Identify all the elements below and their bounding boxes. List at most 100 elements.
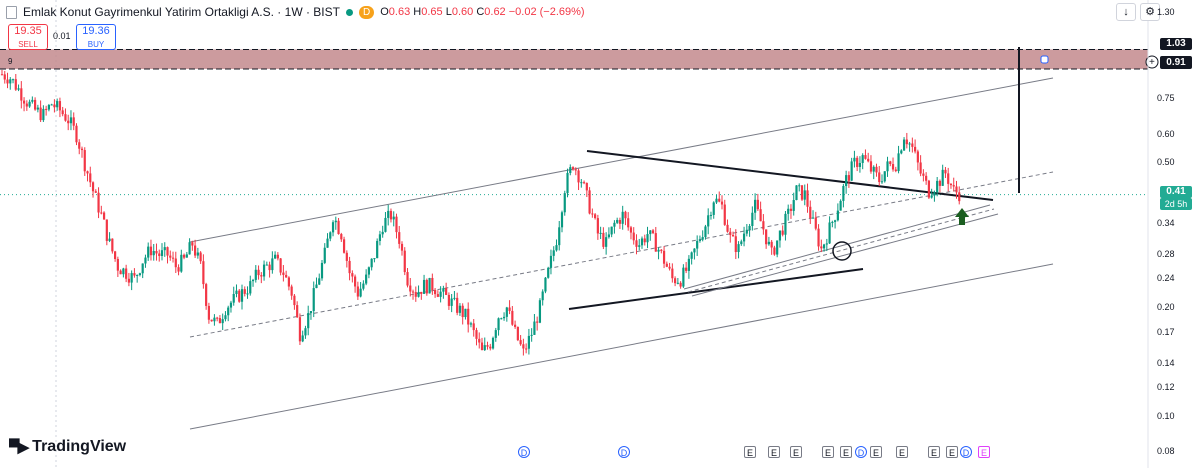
buy-button[interactable]: 19.36 BUY: [76, 24, 116, 50]
candle-body: [814, 217, 817, 229]
candle-body: [571, 167, 575, 170]
earnings-event-icon[interactable]: E: [870, 446, 882, 458]
candle-body: [676, 282, 679, 284]
earnings-event-icon[interactable]: E: [822, 446, 834, 458]
zone-rect: [0, 49, 1148, 69]
candle-body: [202, 261, 205, 285]
candle-body: [654, 233, 657, 252]
candle-body: [136, 274, 139, 276]
candle-body: [798, 185, 801, 187]
candle-body: [149, 246, 153, 256]
candle-body: [114, 251, 117, 259]
candle-body: [781, 230, 784, 235]
candle-body: [745, 229, 748, 234]
dividend-event-icon[interactable]: D: [518, 446, 530, 458]
chart-annotations: +: [832, 55, 1159, 261]
candle-body: [698, 239, 702, 241]
candle-body: [674, 278, 677, 284]
candle-body: [685, 267, 688, 271]
candle-body: [0, 74, 4, 76]
candle-body: [3, 74, 6, 80]
candle-body: [839, 200, 842, 211]
price-tick-label: 0.28: [1157, 248, 1175, 259]
candle-body: [527, 335, 530, 349]
candle-body: [318, 278, 321, 285]
earnings-event-icon[interactable]: E: [978, 446, 990, 458]
symbol-icon: [6, 5, 17, 19]
candle-body: [618, 219, 622, 224]
earnings-event-icon[interactable]: E: [744, 446, 756, 458]
candle-body: [525, 348, 528, 350]
candle-body: [800, 185, 804, 200]
candle-body: [687, 258, 690, 271]
candle-body: [720, 201, 724, 205]
scroll-down-button[interactable]: ↓: [1116, 3, 1136, 21]
candle-body: [902, 139, 906, 151]
dividend-event-icon[interactable]: D: [855, 446, 867, 458]
tradingview-logo[interactable]: ▀▶ TradingView: [9, 438, 126, 456]
candle-body: [883, 171, 886, 182]
candle-body: [199, 252, 202, 262]
candle-body: [439, 291, 442, 297]
logo-text: TradingView: [32, 438, 127, 455]
candle-body: [152, 250, 155, 256]
candle-body: [144, 257, 147, 264]
candle-body: [342, 239, 346, 253]
candle-body: [422, 279, 426, 294]
candle-body: [249, 281, 252, 294]
candle-body: [469, 323, 473, 325]
candle-body: [894, 169, 897, 172]
candle-body: [472, 323, 475, 331]
candle-body: [224, 315, 227, 320]
candle-body: [158, 253, 161, 256]
candle-body: [599, 232, 602, 234]
candle-body: [227, 307, 230, 316]
trend-lines: [189, 47, 1054, 430]
dividend-event-icon[interactable]: D: [960, 446, 972, 458]
candle-body: [861, 155, 864, 163]
channel-upper: [189, 77, 1054, 243]
earnings-event-icon[interactable]: E: [928, 446, 940, 458]
candle-body: [160, 250, 164, 256]
symbol-title[interactable]: Emlak Konut Gayrimenkul Yatirim Ortaklig…: [23, 5, 340, 19]
candle-body: [864, 155, 867, 159]
gear-icon[interactable]: ⚙: [1140, 3, 1160, 21]
candle-body: [886, 161, 889, 172]
candle-body: [701, 237, 704, 240]
candle-body: [847, 175, 850, 181]
candle-body: [952, 185, 955, 187]
candle-body: [878, 172, 881, 183]
candle-body: [533, 321, 536, 335]
candle-body: [803, 190, 806, 200]
earnings-event-icon[interactable]: E: [840, 446, 852, 458]
candle-body: [138, 273, 142, 275]
plus-glyph: +: [1149, 57, 1155, 68]
sell-button[interactable]: 19.35 SELL: [8, 24, 48, 50]
earnings-event-icon[interactable]: E: [896, 446, 908, 458]
candle-body: [9, 79, 12, 84]
candle-body: [638, 245, 641, 247]
candle-body: [936, 180, 939, 193]
earnings-event-icon[interactable]: E: [768, 446, 780, 458]
candle-body: [345, 252, 348, 261]
candle-body: [773, 247, 776, 255]
candle-body: [464, 308, 467, 318]
earnings-event-icon[interactable]: E: [790, 446, 802, 458]
candle-body: [417, 291, 420, 297]
candle-body: [450, 298, 453, 306]
candle-body: [544, 277, 547, 292]
candle-body: [514, 324, 517, 327]
candle-body: [188, 242, 191, 255]
candle-body: [734, 236, 737, 253]
candle-body: [395, 216, 398, 233]
candle-body: [911, 143, 914, 147]
candle-body: [811, 217, 815, 219]
candle-body: [276, 254, 279, 259]
indicator-label[interactable]: 9: [8, 57, 13, 66]
support-band-mid: [687, 208, 995, 293]
dividend-event-icon[interactable]: D: [618, 446, 630, 458]
earnings-event-icon[interactable]: E: [946, 446, 958, 458]
candle-body: [709, 214, 713, 216]
candle-body: [594, 214, 597, 219]
